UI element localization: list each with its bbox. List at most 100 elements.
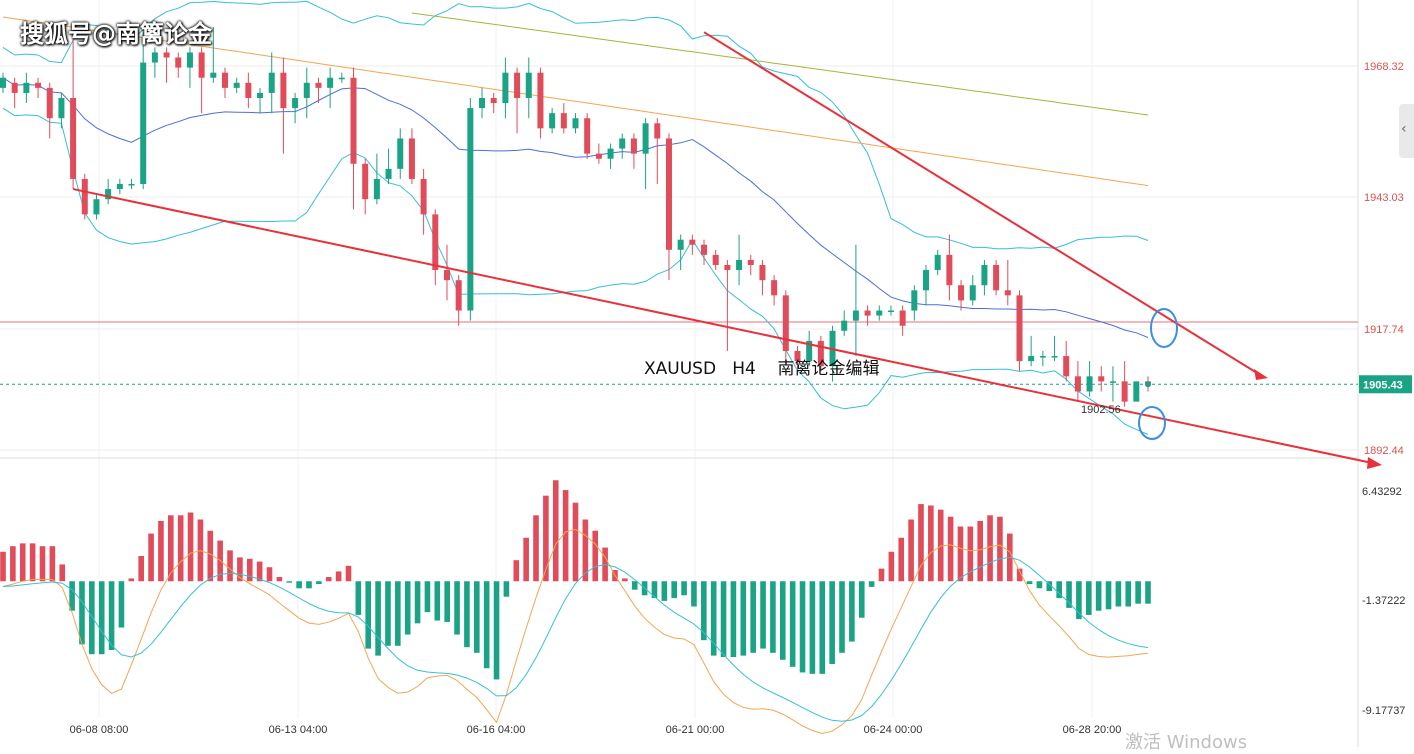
candle-body [712, 254, 719, 265]
candle-body [736, 259, 743, 271]
highlight-circle-upper [1150, 308, 1178, 348]
macd-histogram-bar [69, 581, 75, 611]
macd-histogram-bar [473, 581, 480, 653]
macd-histogram-bar [177, 515, 184, 582]
macd-histogram-bar [0, 551, 6, 582]
macd-histogram-bar [829, 581, 835, 665]
candle-body [233, 82, 240, 88]
macd-histogram-bar [138, 555, 144, 582]
macd-histogram-bar [691, 581, 697, 607]
candle-body [163, 52, 170, 58]
candle-body [350, 77, 357, 164]
candle-body [315, 82, 322, 88]
current-price-dot [1145, 381, 1151, 388]
macd-histogram-bar [760, 581, 766, 649]
macd-histogram-bar [39, 546, 46, 582]
macd-histogram-bar [878, 568, 885, 582]
candle-body [140, 62, 147, 185]
macd-histogram-bar [1036, 581, 1043, 589]
candle-body [1051, 356, 1058, 358]
candle-body [525, 72, 532, 98]
ma-orange-line [2, 16, 1149, 187]
macd-histogram-bar [375, 581, 381, 656]
chart-title: XAUUSD H4 南篱论金编辑 [644, 359, 880, 379]
macd-histogram-bar [750, 581, 756, 653]
price-tick-label: 1968.32 [1364, 61, 1404, 73]
macd-histogram-bar [365, 581, 372, 649]
macd-histogram-bar [898, 537, 905, 582]
macd-histogram-bar [1046, 581, 1053, 592]
macd-histogram-bar [168, 515, 174, 582]
candle-body [385, 168, 392, 179]
candle-body [794, 351, 801, 362]
macd-histogram-bar [868, 581, 875, 587]
macd-histogram-bar [89, 581, 95, 655]
candle-body [899, 310, 906, 326]
watermark-text: 搜狐号@南篱论金 [20, 20, 212, 48]
macd-histogram-bar [414, 581, 421, 624]
macd-histogram-bar [503, 581, 510, 597]
macd-histogram-bar [513, 560, 520, 582]
macd-histogram-bar [444, 581, 450, 622]
candle-body [35, 82, 42, 88]
macd-histogram-bar [434, 581, 441, 621]
candle-body [619, 138, 626, 149]
candle-body [198, 52, 205, 78]
macd-histogram-bar [928, 505, 934, 582]
macd-histogram-bar [464, 581, 470, 648]
macd-histogram-bar [355, 581, 362, 615]
macd-histogram-bar [1016, 568, 1023, 582]
candle-body [58, 97, 65, 119]
candle-body [864, 310, 871, 316]
macd-histogram-bar [98, 581, 105, 655]
macd-panel [0, 480, 1151, 735]
macd-histogram-bar [701, 581, 707, 641]
macd-histogram-bar [987, 515, 993, 582]
macd-histogram-bar [385, 581, 391, 646]
macd-histogram-bar [493, 581, 500, 680]
candle-body [420, 178, 427, 215]
candle-body [93, 199, 100, 215]
candle-body [373, 178, 380, 200]
ma-middle-line [2, 77, 1149, 338]
candle-body [70, 97, 77, 179]
candle-body [479, 97, 486, 109]
macd-histogram-bar [404, 581, 411, 635]
candle-body [1004, 290, 1011, 296]
macd-histogram-bar [622, 578, 628, 582]
macd-histogram-bar [937, 509, 944, 582]
candle-body [397, 138, 404, 169]
macd-histogram-bar [858, 581, 865, 618]
bollinger-upper [2, 0, 1149, 250]
candle-body [1098, 376, 1105, 382]
macd-histogram-bar [997, 516, 1003, 582]
collapse-panel-button[interactable]: ‹ [1399, 104, 1414, 158]
macd-histogram-bar [19, 543, 26, 582]
candle-body [408, 138, 415, 179]
candle-body [747, 259, 754, 265]
macd-histogram-bar [809, 581, 816, 674]
candle-body [1133, 381, 1140, 402]
candle-body [1039, 356, 1046, 358]
candle-body [1016, 295, 1023, 362]
candle-body [701, 244, 708, 255]
macd-histogram-bar [128, 578, 135, 582]
macd-tick-label: 6.43292 [1362, 486, 1402, 498]
macd-histogram-bar [918, 504, 924, 582]
candle-body [151, 52, 158, 63]
candle-body [46, 87, 53, 119]
macd-histogram-bar [1115, 581, 1122, 607]
lower-trendline [72, 188, 1378, 465]
bollinger-lower [2, 107, 1149, 435]
macd-dif-line [2, 528, 1149, 735]
date-tick-label: 06-16 04:00 [467, 724, 526, 736]
macd-histogram-bar [345, 565, 352, 582]
trendlines: 1902.56 [72, 31, 1382, 469]
macd-histogram-bar [631, 581, 638, 590]
macd-histogram-bar [592, 530, 599, 582]
macd-histogram-bar [59, 564, 66, 582]
low-price-label: 1902.56 [1081, 404, 1121, 416]
candle-body [841, 320, 848, 331]
candle-body [175, 57, 182, 68]
macd-histogram-bar [237, 557, 243, 582]
